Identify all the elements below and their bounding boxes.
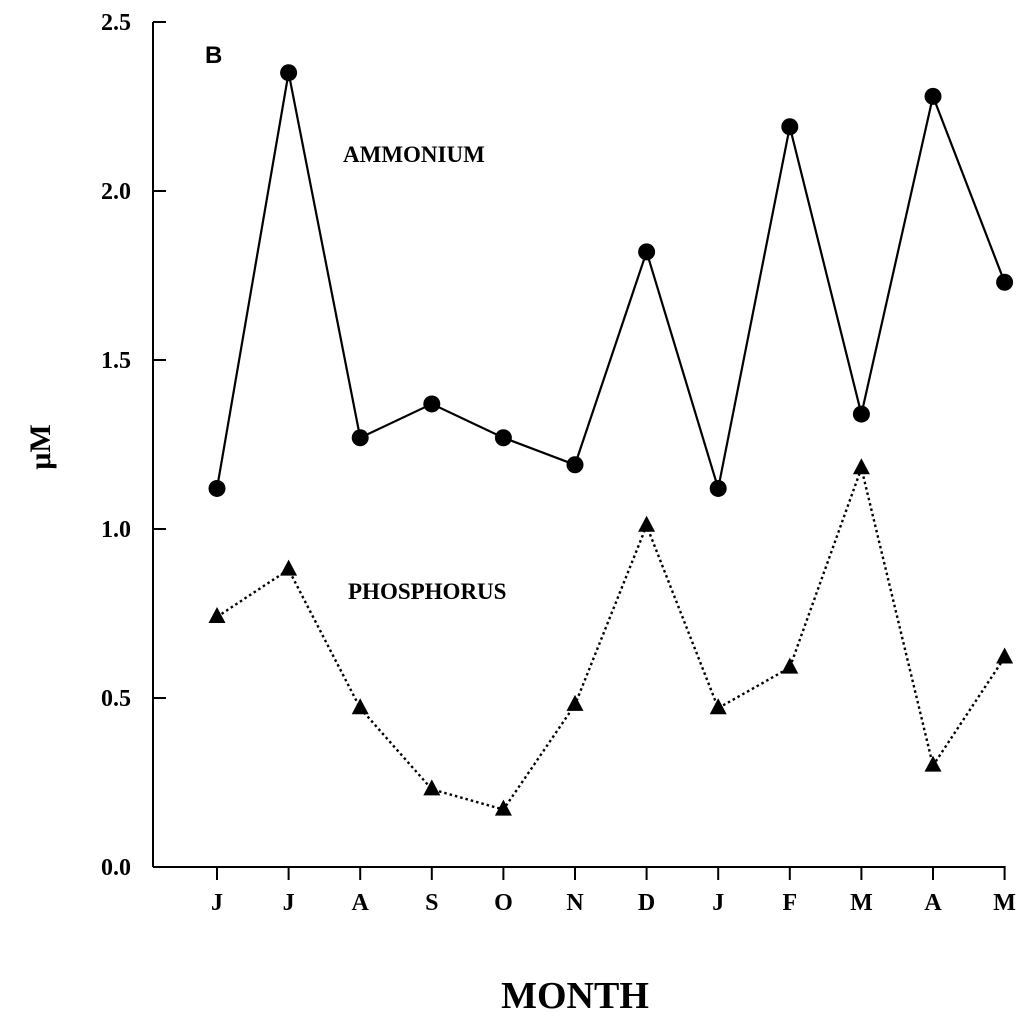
data-point-ammonium	[280, 64, 298, 82]
data-point-phosphorus	[709, 698, 727, 715]
data-point-ammonium	[996, 273, 1014, 291]
data-point-phosphorus	[781, 657, 799, 674]
x-tick-label: J	[283, 890, 295, 916]
data-point-phosphorus	[924, 755, 942, 772]
x-tick-label: A	[352, 890, 370, 916]
y-tick-label: 2.5	[101, 10, 131, 36]
data-point-phosphorus	[852, 458, 870, 475]
data-point-ammonium	[638, 243, 656, 261]
y-tick-label: 2.0	[101, 179, 131, 205]
x-tick-label: S	[425, 890, 438, 916]
data-point-phosphorus	[566, 694, 584, 711]
x-tick-label: D	[638, 890, 655, 916]
x-axis-title: MONTH	[501, 975, 649, 1012]
data-point-phosphorus	[351, 698, 369, 715]
data-point-ammonium	[781, 118, 799, 136]
x-tick-label: J	[211, 890, 223, 916]
data-point-ammonium	[494, 429, 512, 447]
series-line-phosphorus	[216, 463, 1006, 811]
x-tick-label: F	[782, 890, 797, 916]
y-tick-label: 0.5	[101, 686, 131, 712]
x-tick-label: O	[494, 890, 513, 916]
series-layer	[208, 64, 1014, 816]
y-axis-title: μM	[24, 424, 57, 469]
data-point-phosphorus	[638, 515, 656, 532]
panel-label: B	[205, 42, 222, 69]
x-tick-label: N	[566, 890, 584, 916]
x-tick-label: A	[924, 890, 942, 916]
series-label-phosphorus: PHOSPHORUS	[348, 579, 506, 604]
y-tick-label: 1.0	[101, 517, 131, 543]
data-point-ammonium	[566, 456, 584, 474]
axes: 0.0 0.5 1.0 1.5 2.0 2.5 J J A S O N D J F M A M	[101, 10, 1016, 916]
y-tick-label: 0.0	[101, 855, 131, 881]
data-point-ammonium	[924, 87, 942, 105]
series-label-ammonium: AMMONIUM	[343, 142, 485, 167]
y-tick-label: 1.5	[101, 348, 131, 374]
data-point-phosphorus	[996, 647, 1014, 664]
labels: B MONTH μM AMMONIUM PHOSPHORUS	[24, 42, 649, 1012]
series-line-ammonium	[215, 72, 1006, 489]
data-point-ammonium	[709, 479, 727, 497]
data-point-phosphorus	[423, 779, 441, 796]
data-point-ammonium	[208, 479, 226, 497]
data-point-phosphorus	[494, 799, 512, 816]
x-tick-label: M	[850, 890, 873, 916]
data-point-ammonium	[423, 395, 441, 413]
data-point-phosphorus	[208, 606, 226, 623]
data-point-ammonium	[852, 405, 870, 423]
data-point-phosphorus	[280, 559, 298, 576]
data-point-ammonium	[351, 429, 369, 447]
x-tick-label: J	[712, 890, 724, 916]
x-tick-label: M	[993, 890, 1016, 916]
